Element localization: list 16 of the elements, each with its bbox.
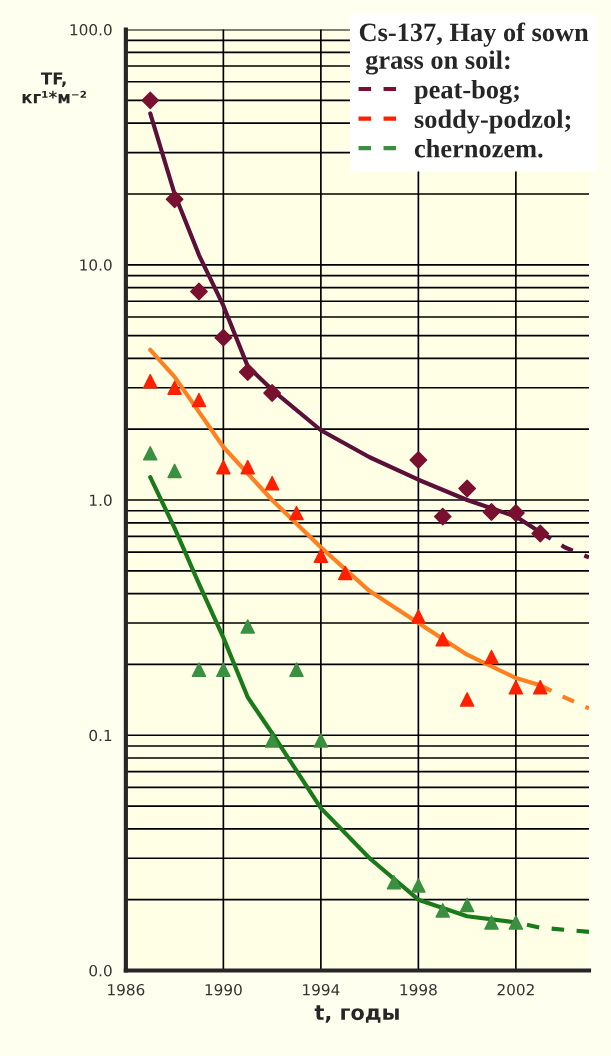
y-tick-label: 0.1 <box>89 729 112 742</box>
y-axis-title: TF, кг¹*м⁻² <box>22 72 87 104</box>
x-axis-title: t, годы <box>314 1005 399 1023</box>
x-tick-label: 1990 <box>205 983 242 996</box>
x-tick-label: 2002 <box>497 983 534 996</box>
y-tick-label: 10.0 <box>80 259 112 271</box>
legend-label: peat-bog; <box>414 79 519 105</box>
x-tick-label: 1994 <box>303 983 340 996</box>
legend-label: soddy-podzol; <box>414 109 571 134</box>
y-tick-label: 1.0 <box>90 494 112 507</box>
legend-title: Cs-137, Hay of sown grass on soil: <box>359 22 589 75</box>
y-tick-label: 0.0 <box>89 964 112 977</box>
x-tick-label: 1986 <box>108 983 145 996</box>
x-tick-label: 1998 <box>400 983 437 996</box>
y-tick-label: 100.0 <box>70 24 112 36</box>
legend-label: chernozem. <box>414 138 543 158</box>
